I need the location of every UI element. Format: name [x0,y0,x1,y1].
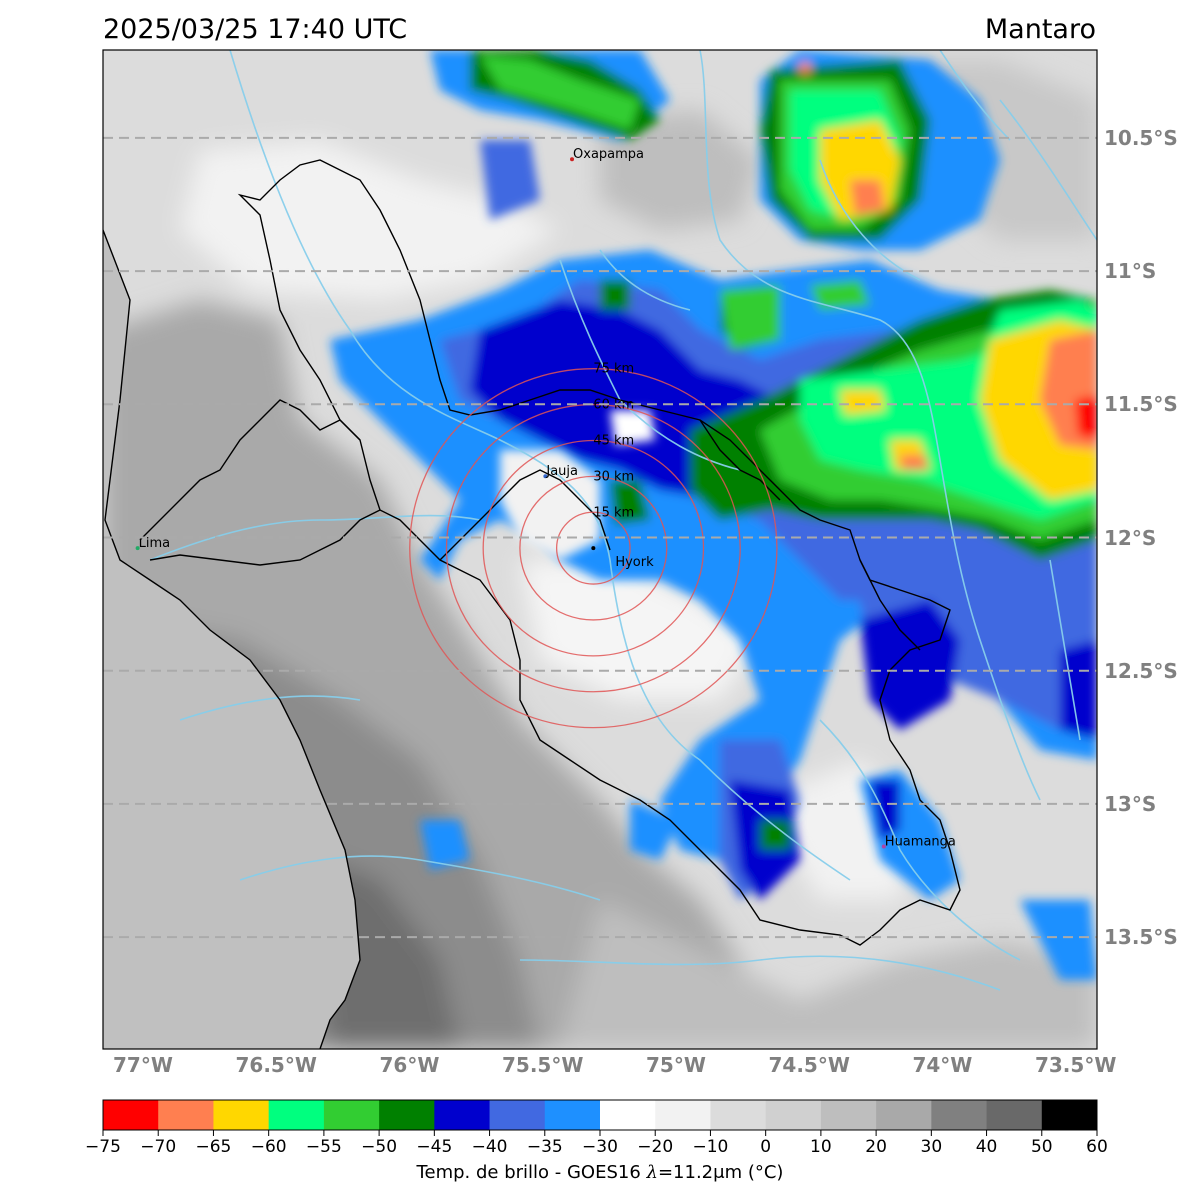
lon-tick-label: 74.5°W [768,1053,850,1077]
city-label: Huamanga [885,835,956,850]
colorbar-tick-label: −55 [305,1137,342,1157]
range-ring [445,403,741,693]
colorbar-tick-label: 10 [810,1137,832,1157]
colorbar-tick-label: −35 [526,1137,563,1157]
range-ring [482,439,705,657]
colorbar-tick-label: 0 [760,1137,772,1157]
colorbar-tick-label: 50 [1030,1137,1053,1157]
radar-marker [591,546,596,551]
latitude-gridlines [103,136,1097,939]
timestamp-title: 2025/03/25 17:40 UTC [103,14,408,45]
colorbar-tick-label: −60 [250,1137,287,1157]
city-dot [135,546,140,551]
lon-tick-label: 75°W [645,1053,706,1077]
city-label: Jauja [545,464,578,479]
lon-tick-label: 75.5°W [502,1053,584,1077]
lat-tick-label: 11°S [1104,259,1157,284]
city-markers: Oxapampa Jauja Lima Huamanga [135,147,956,850]
colorbar-tick-label: 20 [865,1137,887,1157]
lon-tick-label: 73.5°W [1034,1053,1117,1077]
colorbar-tick-label: 40 [975,1137,998,1157]
lon-tick-label: 74°W [912,1053,973,1077]
lat-tick-label: 13°S [1104,791,1157,816]
colorbar-tick-label: −10 [692,1137,729,1157]
lon-tick-label: 76°W [379,1053,440,1077]
range-ring-label: 30 km [593,469,634,484]
range-ring-label: 60 km [593,398,634,413]
colorbar-tick-label: −70 [140,1137,177,1157]
lon-tick-label: 76.5°W [235,1053,317,1077]
colorbar-tick-label: −20 [637,1137,674,1157]
colorbar-tick-label: −65 [195,1137,232,1157]
radar-label: Hyork [615,555,654,570]
lat-tick-label: 13.5°S [1104,925,1178,950]
borders [103,159,961,1049]
colorbar-label-value: =11.2μm (°C) [657,1162,784,1183]
lat-tick-label: 12°S [1104,525,1157,550]
colorbar-tick-label: −75 [85,1137,121,1157]
colorbar-tick-label: −45 [416,1137,453,1157]
colorbar-tick-label: −30 [582,1137,618,1157]
region-title: Mantaro [984,14,1096,45]
lon-tick-label: 77°W [113,1053,173,1077]
city-dot [881,844,886,849]
range-ring [555,511,631,585]
colorbar-tick-label: −50 [361,1137,398,1157]
city-label: Lima [139,536,170,551]
range-ring [519,475,668,621]
city-label: Oxapampa [573,147,644,162]
range-rings: 15 km 30 km 45 km 60 km 75 km Hyork [409,362,778,729]
colorbar-tick-label: 30 [920,1137,943,1157]
colorbar-label-text: Temp. de brillo - GOES16 [416,1162,641,1183]
colorbar-tick-label: 60 [1086,1137,1108,1157]
range-ring-label: 15 km [593,505,634,520]
range-ring-label: 75 km [593,362,634,377]
ocean [103,230,360,1049]
lat-tick-label: 10.5°S [1104,125,1178,150]
colorbar-label: Temp. de brillo - GOES16 λ=11.2μm (°C) [417,1162,784,1183]
city-dot [570,157,575,162]
range-ring [409,368,778,729]
map-frame [102,49,1098,1050]
lat-tick-label: 11.5°S [1104,392,1178,417]
city-dot [543,474,548,479]
colorbar-label-symbol: λ [646,1162,658,1183]
lat-tick-label: 12.5°S [1104,658,1178,683]
colorbar-tick-label: −40 [471,1137,508,1157]
range-ring-label: 45 km [593,433,634,448]
